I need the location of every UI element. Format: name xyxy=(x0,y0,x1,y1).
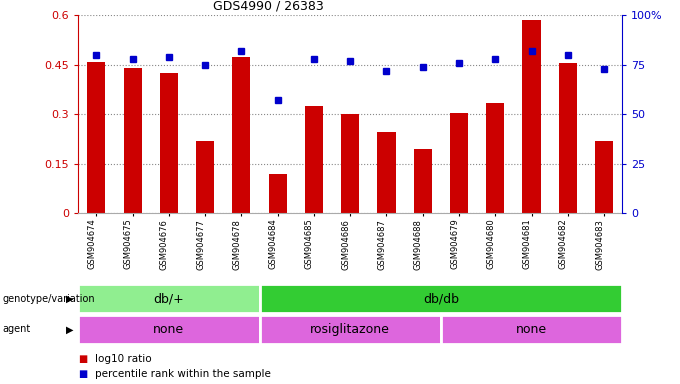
Bar xyxy=(260,315,441,344)
Text: genotype/variation: genotype/variation xyxy=(2,293,95,304)
Text: none: none xyxy=(153,323,184,336)
Text: ■: ■ xyxy=(78,354,88,364)
Bar xyxy=(450,113,468,213)
Bar xyxy=(486,103,505,213)
Bar xyxy=(87,61,105,213)
Bar xyxy=(305,106,323,213)
Text: agent: agent xyxy=(2,324,31,334)
Text: ■: ■ xyxy=(78,369,88,379)
Text: rosiglitazone: rosiglitazone xyxy=(310,323,390,336)
Bar xyxy=(233,56,250,213)
Bar xyxy=(124,68,141,213)
Bar xyxy=(559,63,577,213)
Bar xyxy=(377,132,396,213)
Bar xyxy=(413,149,432,213)
Text: none: none xyxy=(516,323,547,336)
Bar xyxy=(196,141,214,213)
Bar xyxy=(160,73,178,213)
Text: db/db: db/db xyxy=(423,292,459,305)
Title: GDS4990 / 26383: GDS4990 / 26383 xyxy=(214,0,324,13)
Bar xyxy=(341,114,359,213)
Bar xyxy=(595,141,613,213)
Text: db/+: db/+ xyxy=(154,292,184,305)
Bar xyxy=(260,284,622,313)
Text: log10 ratio: log10 ratio xyxy=(95,354,152,364)
Bar xyxy=(78,315,260,344)
Bar xyxy=(78,284,260,313)
Bar xyxy=(269,174,287,213)
Bar xyxy=(522,20,541,213)
Bar xyxy=(441,315,622,344)
Text: ▶: ▶ xyxy=(66,293,74,304)
Text: ▶: ▶ xyxy=(66,324,74,334)
Text: percentile rank within the sample: percentile rank within the sample xyxy=(95,369,271,379)
